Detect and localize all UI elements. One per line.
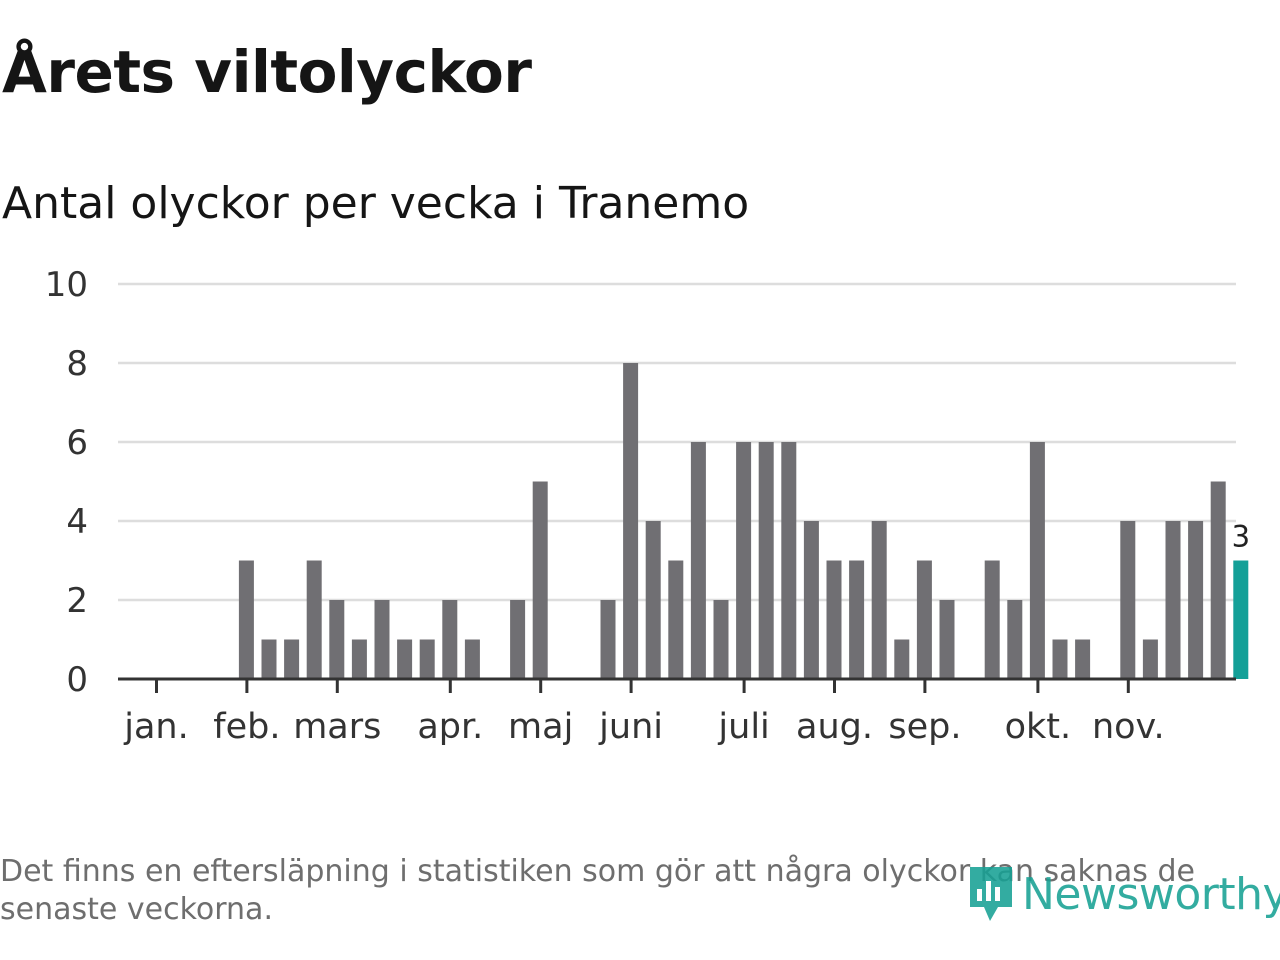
gridlines: [118, 282, 1236, 602]
bar: [1210, 481, 1226, 679]
bar: [464, 639, 480, 679]
chart-title: Årets viltolyckor: [2, 38, 532, 106]
bar: [1007, 600, 1023, 679]
brand-name: Newsworthy: [1022, 868, 1280, 920]
bar: [1029, 442, 1045, 679]
y-tick-label: 0: [66, 660, 88, 700]
brand-logo: Newsworthy: [966, 862, 1280, 926]
bar: [261, 639, 277, 679]
y-tick-label: 4: [66, 502, 88, 542]
bar-latest-week: [1233, 560, 1249, 679]
bar: [306, 560, 322, 679]
bar: [758, 442, 774, 679]
y-tick-label: 6: [66, 423, 88, 463]
x-tick-label: feb.: [213, 707, 280, 747]
x-tick-label: apr.: [417, 707, 483, 747]
x-tick-label: okt.: [1005, 707, 1072, 747]
bar: [374, 600, 390, 679]
x-tick-label: maj: [508, 707, 573, 747]
bar: [690, 442, 706, 679]
x-tick-label: jan.: [123, 707, 188, 747]
x-tick-label: juni: [598, 707, 663, 747]
bar: [419, 639, 435, 679]
latest-value-label: 3: [1232, 520, 1250, 554]
bar: [826, 560, 842, 679]
x-tick-label: mars: [293, 707, 381, 747]
bar: [1052, 639, 1068, 679]
bar: [713, 600, 729, 679]
bar: [284, 639, 300, 679]
chart-subtitle: Antal olyckor per vecka i Tranemo: [2, 178, 750, 229]
bar: [442, 600, 458, 679]
x-tick-label: sep.: [888, 707, 961, 747]
y-tick-label: 2: [66, 581, 88, 621]
bar: [1075, 639, 1091, 679]
bar: [1120, 521, 1136, 679]
bar: [1142, 639, 1158, 679]
bar: [1165, 521, 1181, 679]
newsworthy-logo-icon: [970, 867, 1012, 921]
bar: [916, 560, 932, 679]
bar: [781, 442, 797, 679]
bar: [329, 600, 345, 679]
bar: [600, 600, 616, 679]
x-tick-label: aug.: [796, 707, 873, 747]
bars: [238, 363, 1249, 679]
bar: [397, 639, 413, 679]
bar: [532, 481, 548, 679]
bar: [668, 560, 684, 679]
bar: [871, 521, 887, 679]
bar: [645, 521, 661, 679]
bar: [736, 442, 752, 679]
bar: [803, 521, 819, 679]
axes: 0 2 4 6 8 10 3 jan. feb. mars apr. maj juni juli aug. s…: [45, 265, 1250, 747]
bar: [849, 560, 865, 679]
x-tick-label: juli: [717, 707, 769, 747]
y-tick-label: 10: [45, 265, 88, 305]
x-tick-label: nov.: [1092, 707, 1165, 747]
bar: [984, 560, 1000, 679]
bar: [510, 600, 526, 679]
bar: [623, 363, 639, 679]
bar: [894, 639, 910, 679]
y-tick-label: 8: [66, 344, 88, 384]
bar: [351, 639, 367, 679]
bar: [939, 600, 955, 679]
bar: [1188, 521, 1204, 679]
bar-chart: 0 2 4 6 8 10 3 jan. feb. mars apr. maj juni juli aug. s…: [45, 265, 1250, 747]
bar: [238, 560, 254, 679]
